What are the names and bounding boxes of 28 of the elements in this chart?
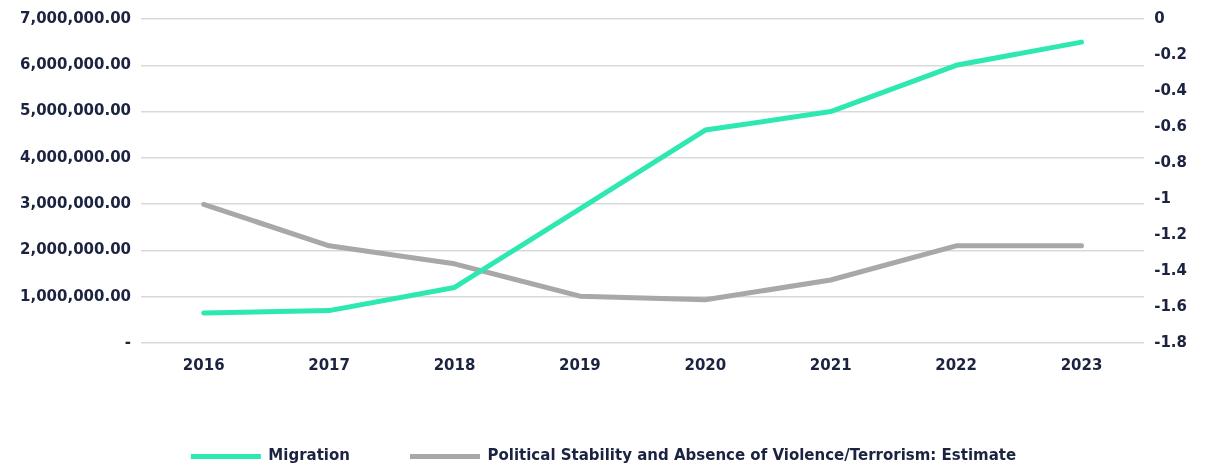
x-tick-label: 2016 (182, 355, 225, 374)
y-tick-label: 6,000,000.00 (20, 55, 132, 74)
y2-tick-label: -1.8 (1154, 332, 1188, 351)
y-tick-label: 7,000,000.00 (20, 8, 132, 27)
legend-label: Political Stability and Absence of Violence/Terrorism: Estimate (487, 446, 1017, 465)
y2-tick-label: -0.8 (1154, 152, 1188, 171)
y2-tick-label: -0.2 (1154, 44, 1188, 63)
y-tick-label: 5,000,000.00 (20, 101, 132, 120)
y-tick-label: - (124, 332, 132, 351)
y2-tick-label: -1 (1154, 188, 1171, 207)
y2-tick-label: -0.4 (1154, 80, 1188, 99)
legend-label: Migration (268, 446, 350, 465)
y2-tick-label: 0 (1154, 8, 1165, 27)
y-tick-label: 4,000,000.00 (20, 147, 132, 166)
x-tick-label: 2023 (1060, 355, 1103, 374)
x-tick-label: 2018 (433, 355, 476, 374)
x-tick-label: 2017 (308, 355, 350, 374)
x-tick-label: 2019 (559, 355, 601, 374)
y-tick-label: 3,000,000.00 (20, 194, 132, 213)
y2-tick-label: -0.6 (1154, 116, 1188, 135)
y-tick-label: 2,000,000.00 (20, 240, 132, 259)
y-tick-label: 1,000,000.00 (20, 286, 132, 305)
y2-tick-label: -1.4 (1154, 260, 1188, 279)
x-tick-label: 2021 (809, 355, 852, 374)
x-tick-label: 2022 (935, 355, 977, 374)
y2-tick-label: -1.6 (1154, 296, 1188, 315)
x-tick-label: 2020 (684, 355, 727, 374)
y2-tick-label: -1.2 (1154, 224, 1188, 243)
